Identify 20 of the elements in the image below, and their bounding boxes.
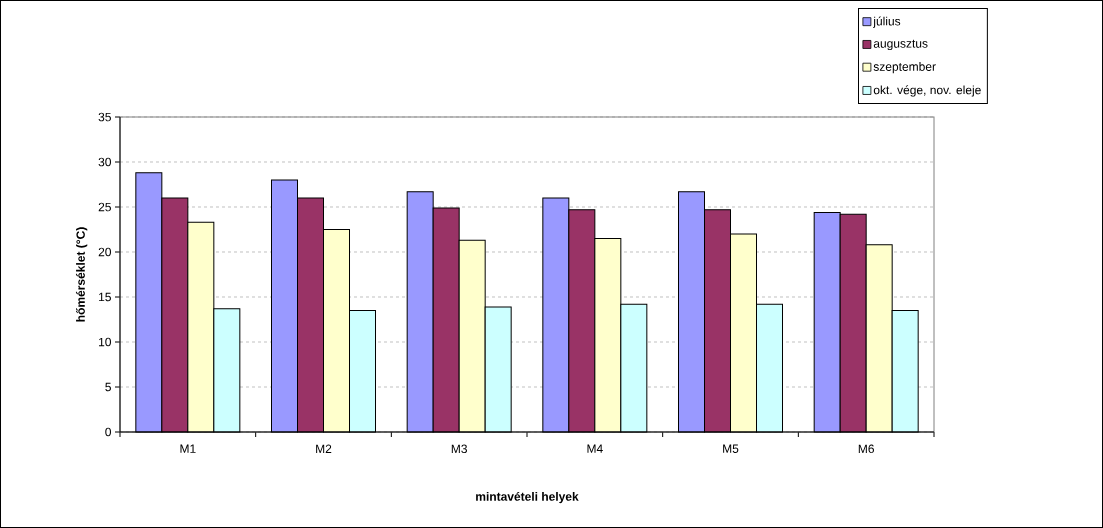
y-tick-label: 25	[98, 202, 111, 212]
y-tick-label: 0	[105, 427, 112, 437]
y-tick-label: 35	[98, 112, 111, 122]
y-tick-label: 10	[99, 337, 111, 347]
x-tick-label: M4	[587, 444, 603, 453]
x-axis-title: mintavételi helyek	[476, 491, 579, 504]
legend-label: szeptember	[873, 62, 936, 74]
y-tick-label: 15	[99, 292, 111, 302]
y-tick-label: 30	[98, 157, 111, 167]
legend-label: augusztus	[873, 39, 928, 51]
x-tick-label: M5	[723, 444, 739, 453]
y-tick-label: 20	[98, 247, 111, 257]
x-tick-label: M2	[316, 444, 332, 453]
legend-label: július	[873, 16, 901, 28]
legend-label: okt. vége, nov. eleje	[873, 85, 981, 97]
x-tick-label: M3	[451, 444, 467, 454]
y-tick-label: 5	[105, 382, 111, 392]
y-axis-title: hőmérséklet (°C)	[75, 227, 88, 322]
x-tick-label: M1	[180, 444, 196, 453]
x-tick-label: M6	[858, 444, 874, 454]
